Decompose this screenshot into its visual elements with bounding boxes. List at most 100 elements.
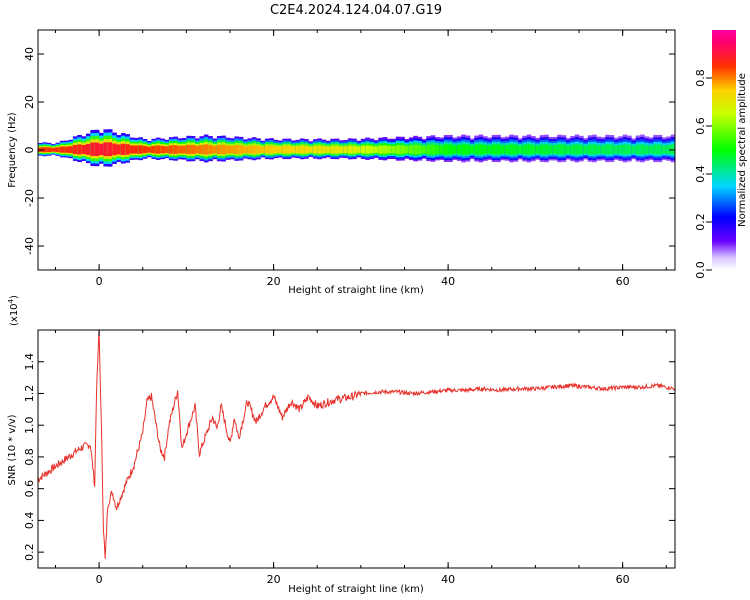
spectrogram-cell (168, 145, 174, 154)
x-tick-label: 40 (441, 275, 455, 288)
y-tick-label: 1.2 (23, 385, 36, 403)
spectrogram-cell (325, 146, 331, 153)
spectrogram-cell (120, 143, 126, 156)
spectrogram-cell (373, 146, 379, 153)
spectrogram-cell (404, 145, 410, 154)
spectrogram-cell (596, 145, 602, 154)
colorbar: 0.0 0.2 0.4 0.6 0.8 Normalized spectral ampl… (694, 30, 748, 279)
spectrogram-cell (352, 145, 357, 154)
spectrogram-cell (347, 145, 353, 154)
snr-frame (37, 329, 676, 569)
spectrogram-cell (395, 145, 401, 154)
spectrogram-cell (600, 145, 606, 154)
spectrogram-cell (55, 147, 61, 153)
spectrogram-cell (452, 145, 458, 154)
spectrogram-cell (657, 144, 663, 155)
spectrogram-cell (155, 145, 161, 154)
spectrogram-cell (225, 145, 231, 154)
y-tick-label: 0 (23, 147, 36, 154)
spectrogram-cell (64, 146, 69, 153)
spectrogram-cell (129, 145, 135, 154)
spectrogram-cell (531, 144, 536, 155)
spectrogram-panel: 0 20 40 60 -40 -20 0 20 40 Height of straight li… (7, 29, 676, 296)
spectrogram-cell (661, 145, 667, 154)
spectrogram-cell (426, 144, 431, 155)
x-tick-label: 60 (616, 573, 630, 586)
y-tick-label: 1.0 (23, 416, 36, 434)
spectrogram-cell (631, 145, 637, 154)
spectrogram-cell (356, 146, 362, 153)
spectrogram-cell (330, 145, 335, 154)
spectrogram-cell (116, 144, 122, 155)
spectrogram-cell (579, 144, 584, 155)
spectrogram-cell (190, 144, 196, 155)
spectrogram-cell (264, 145, 270, 154)
spectrogram-cell (583, 145, 589, 154)
spectrogram-cell (251, 145, 257, 154)
figure-title: C2E4.2024.124.04.07.G19 (270, 3, 442, 18)
y-tick-label: -40 (23, 237, 36, 255)
spectrogram-cell (474, 144, 479, 155)
spectrogram-cell (557, 144, 562, 155)
spectrogram-cell (378, 145, 383, 154)
spectrogram-cell (640, 144, 645, 155)
spectrogram-cell (94, 142, 100, 157)
spectrogram-cell (609, 144, 615, 155)
spectrogram-cell (304, 145, 309, 154)
spectrogram-cell (365, 145, 370, 154)
spectrogram-cell (312, 146, 318, 154)
spectrogram-cell (317, 145, 322, 154)
spectrogram-cell (509, 144, 514, 155)
spectrogram-cell (343, 146, 349, 153)
spectrogram-cell (51, 147, 56, 152)
spectrogram-cell (648, 145, 654, 154)
spectrogram-cell (544, 144, 549, 155)
spectrogram-cell (151, 145, 157, 154)
spectrogram-cell (138, 145, 144, 154)
spectrogram-ticks: 0 20 40 60 -40 -20 0 20 40 (23, 30, 675, 288)
spectrogram-cell (112, 143, 117, 156)
spectrogram-cell (465, 144, 471, 155)
y-tick-label: 0.4 (23, 512, 36, 530)
spectrogram-cell (435, 145, 440, 154)
spectrogram-cell (142, 145, 148, 154)
spectrogram-cell (273, 146, 279, 154)
x-tick-label: 0 (96, 573, 103, 586)
spectrogram-cell (496, 144, 501, 155)
spectrogram-cell (186, 144, 192, 155)
spectrogram-cell (221, 144, 226, 155)
spectrogram-cell (238, 145, 244, 154)
spectrogram-cell (400, 145, 405, 154)
spectrogram-cell (173, 145, 178, 154)
spectrogram-cell (483, 144, 488, 155)
snr-ylabel: SNR (10 * v/v) (7, 414, 18, 485)
y-tick-label: 40 (23, 47, 36, 61)
colorbar-tick-label: 0.0 (694, 261, 707, 279)
spectrogram-cell (456, 144, 462, 155)
spectrogram-cell (443, 144, 449, 155)
spectrogram-cell (627, 144, 632, 155)
spectrogram-cell (269, 145, 274, 154)
colorbar-label: Normalized spectral amplitude (737, 73, 748, 227)
spectrogram-cell (334, 145, 340, 154)
snr-multiplier: (x104) (7, 295, 20, 326)
x-tick-label: 20 (267, 573, 281, 586)
x-tick-label: 20 (267, 275, 281, 288)
spectrogram-cell (635, 144, 641, 155)
spectrogram-cell (666, 144, 671, 155)
spectrogram-cell (164, 146, 170, 154)
spectrogram-cell (644, 144, 650, 155)
spectrogram-cell (522, 144, 527, 155)
spectrogram-cell (125, 144, 130, 155)
spectrogram-cell (234, 144, 239, 155)
spectrogram-cell (587, 144, 593, 155)
snr-xlabel: Height of straight line (km) (288, 584, 424, 595)
spectrogram-cell (339, 146, 344, 153)
spectrogram-cell (500, 145, 506, 154)
spectrogram-cell (430, 144, 436, 155)
spectrogram-cell (369, 145, 375, 154)
spectrogram-cell (618, 144, 623, 155)
spectrogram-cell (177, 145, 183, 154)
spectrogram-cell (491, 144, 497, 155)
